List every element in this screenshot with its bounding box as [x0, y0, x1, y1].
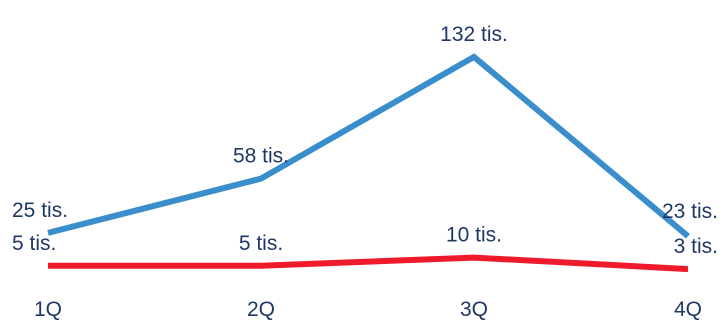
data-label-s2-2q: 5 tis. [239, 232, 283, 255]
data-label-s2-4q: 3 tis. [674, 235, 718, 258]
data-label-s1-1q: 25 tis. [12, 199, 68, 222]
data-label-s2-3q: 10 tis. [446, 224, 502, 247]
data-label-s1-4q: 23 tis. [662, 200, 718, 223]
data-label-s1-3q: 132 tis. [440, 23, 508, 46]
series-line-2 [48, 254, 689, 273]
x-tick-label-4q: 4Q [674, 298, 702, 321]
series-line-1 [47, 53, 690, 239]
data-label-s2-1q: 5 tis. [12, 232, 56, 255]
data-label-s1-2q: 58 tis. [233, 145, 289, 168]
x-tick-label-2q: 2Q [247, 298, 275, 321]
x-tick-label-3q: 3Q [460, 298, 488, 321]
x-tick-label-1q: 1Q [34, 298, 62, 321]
